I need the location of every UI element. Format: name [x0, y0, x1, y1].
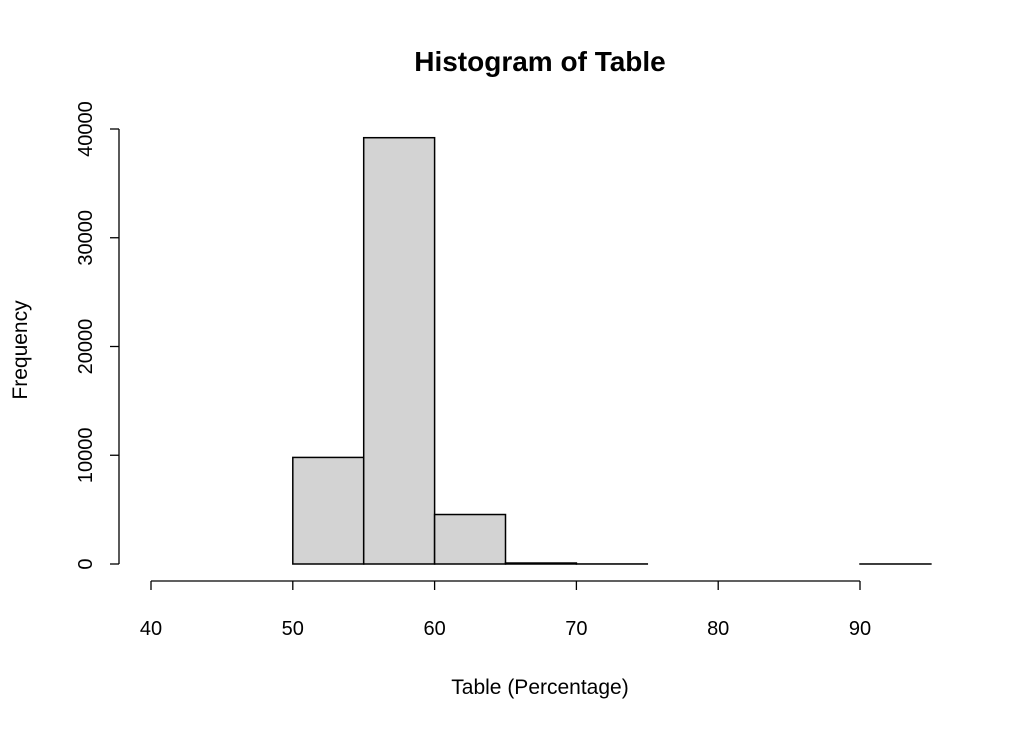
chart-title: Histogram of Table: [414, 46, 666, 77]
y-tick-label-0: 0: [75, 558, 97, 569]
x-tick-label-90: 90: [849, 618, 871, 640]
y-axis-label: Frequency: [9, 300, 32, 400]
y-tick-label-10000: 10000: [75, 427, 97, 483]
bars-group: [293, 138, 931, 564]
x-tick-label-80: 80: [707, 618, 729, 640]
y-axis: 0 10000 20000 30000 40000: [75, 101, 119, 569]
histogram-bar-60-65: [435, 515, 506, 564]
x-tick-label-70: 70: [565, 618, 587, 640]
histogram-bar-55-60: [364, 138, 435, 564]
x-axis-label: Table (Percentage): [451, 676, 628, 699]
histogram-bar-50-55: [293, 457, 364, 564]
y-tick-label-40000: 40000: [75, 101, 97, 157]
x-tick-label-60: 60: [423, 618, 445, 640]
x-tick-label-40: 40: [140, 618, 162, 640]
y-tick-label-30000: 30000: [75, 210, 97, 266]
histogram-bar-65-70: [506, 563, 577, 564]
y-tick-label-20000: 20000: [75, 319, 97, 375]
x-axis: 40 50 60 70 80 90: [140, 581, 871, 640]
x-tick-label-50: 50: [282, 618, 304, 640]
